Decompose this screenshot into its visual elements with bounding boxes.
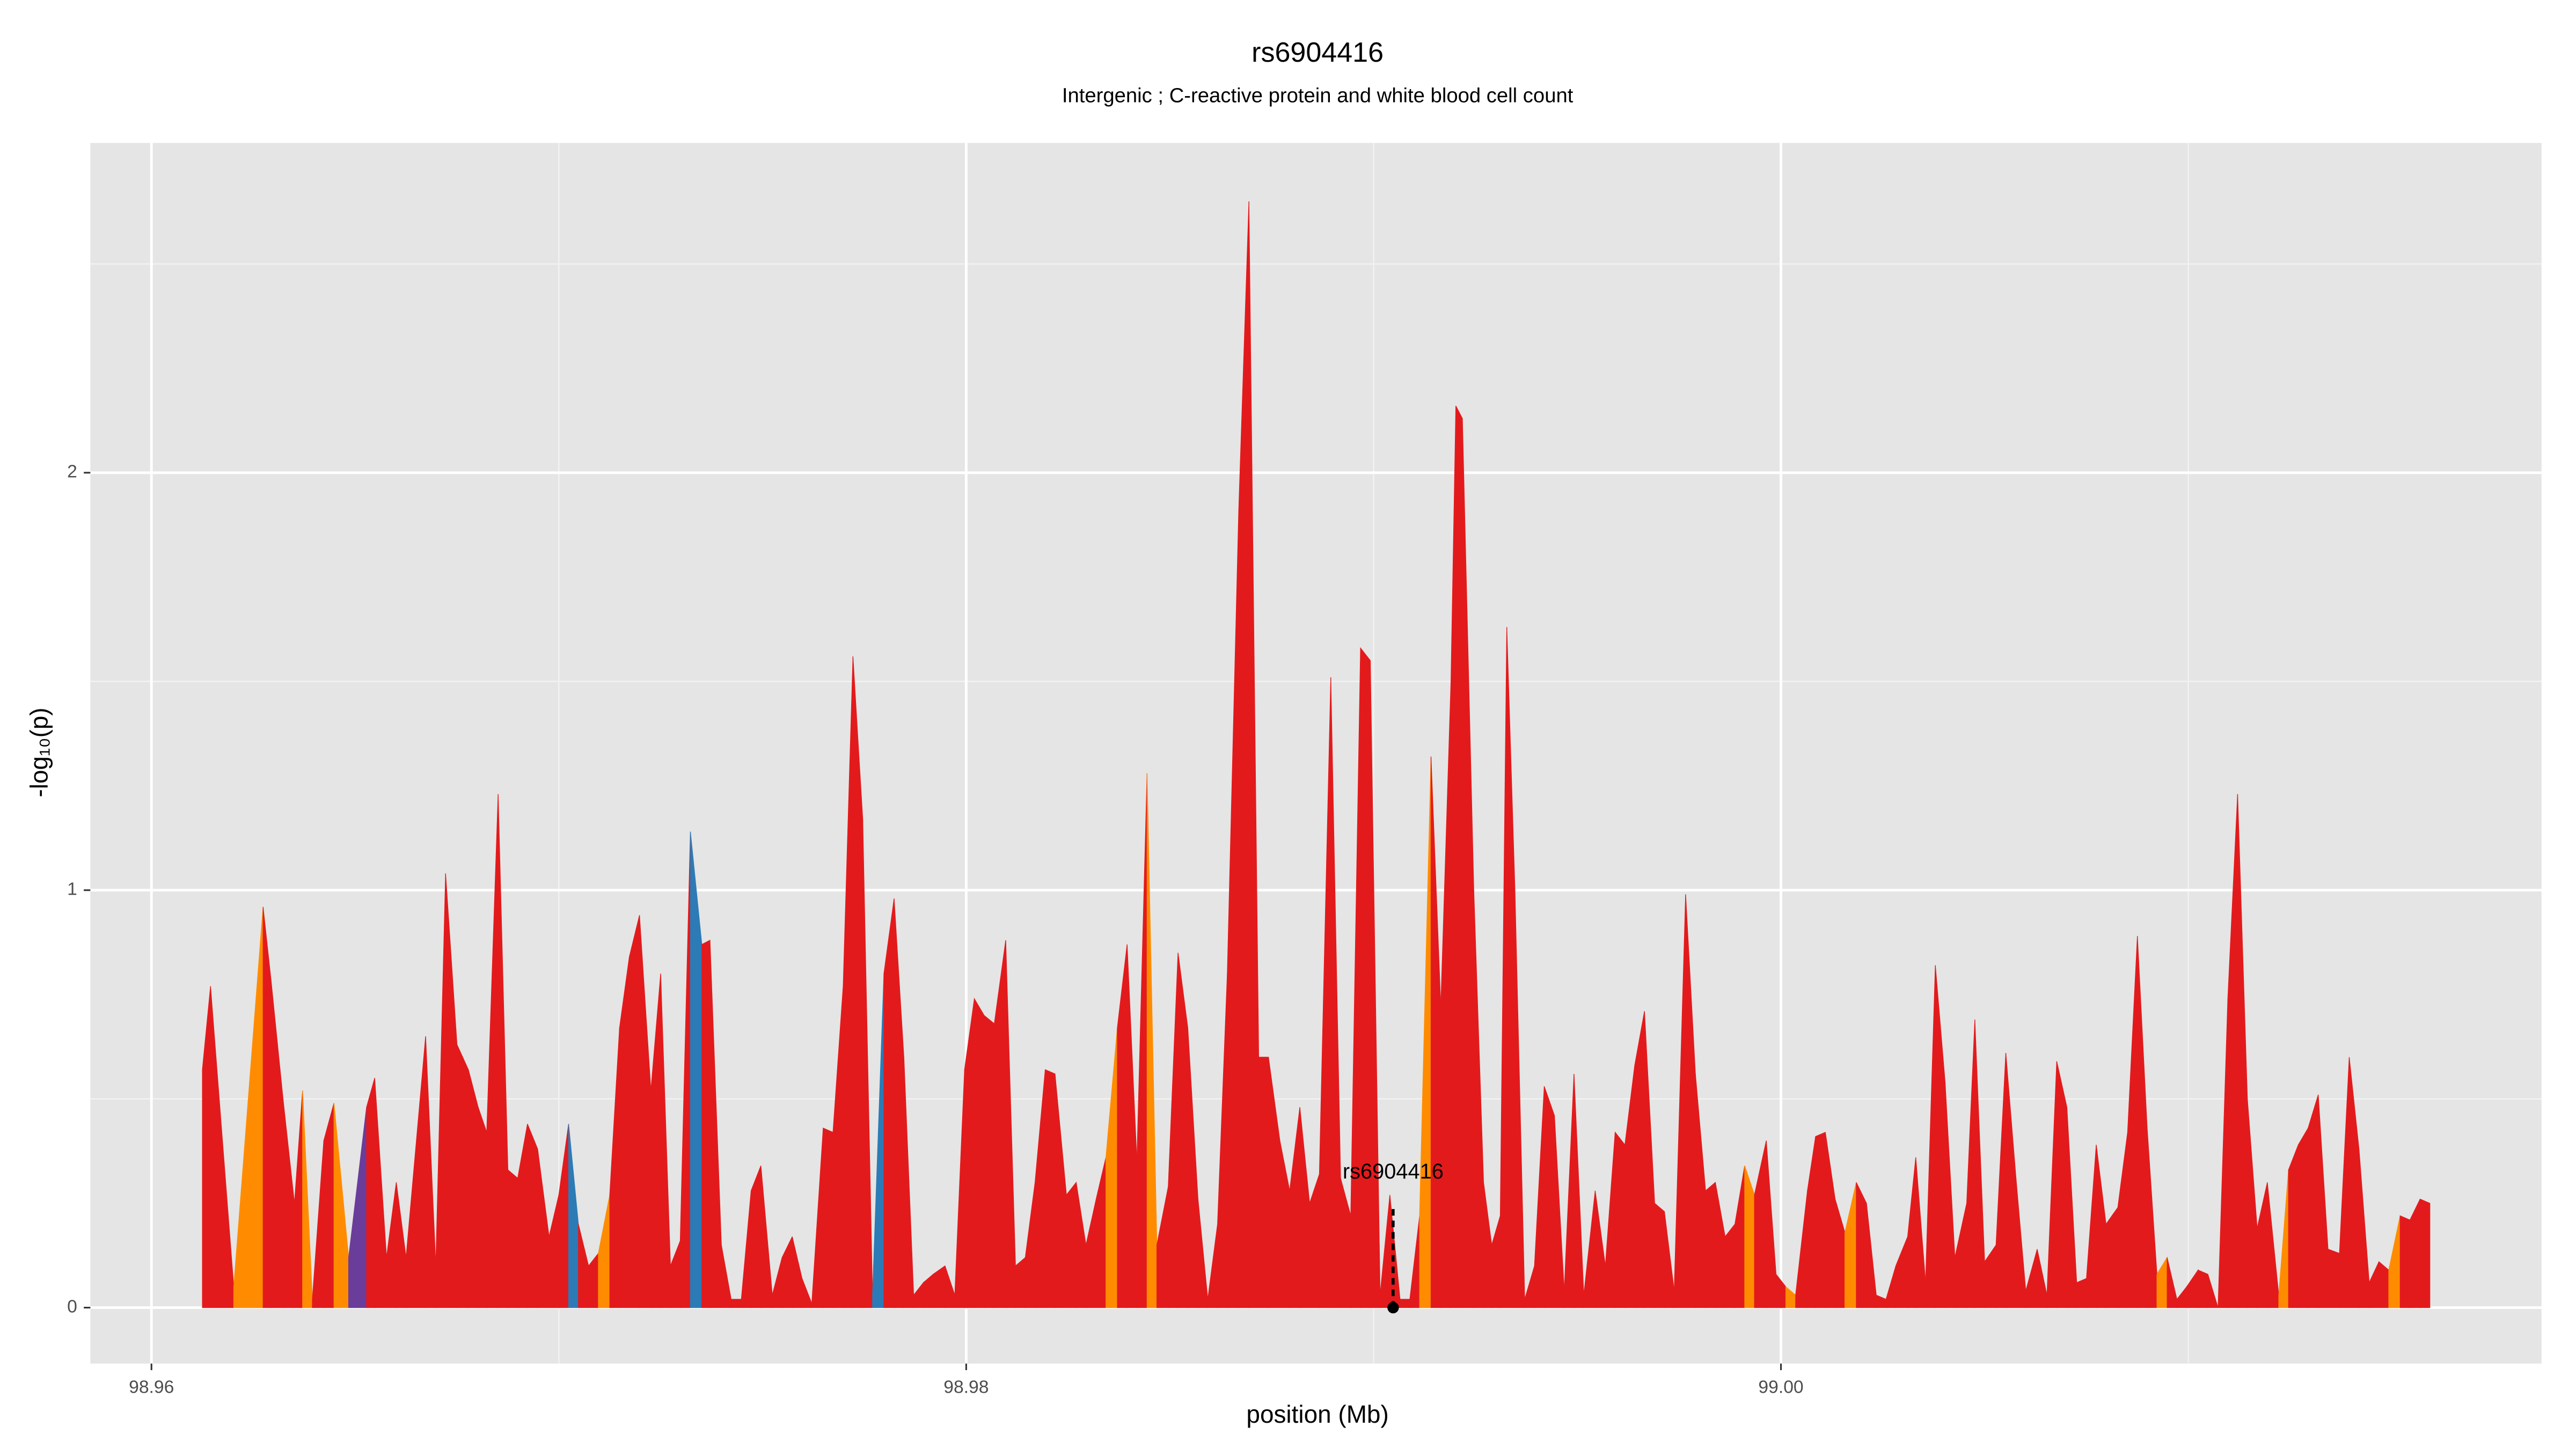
x-tick-label: 98.98: [943, 1378, 989, 1397]
area-segment: [2308, 1094, 2319, 1308]
area-segment: [1705, 1181, 1716, 1308]
area-segment: [2379, 1261, 2389, 1308]
area-segment: [2076, 1278, 2087, 1308]
area-segment: [2328, 1248, 2340, 1308]
area-segment: [2297, 1126, 2309, 1308]
area-segment: [750, 1165, 762, 1308]
area-segment: [1045, 1069, 1056, 1308]
area-segment: [478, 1107, 487, 1308]
area-segment: [1543, 1086, 1555, 1308]
chart-subtitle: Intergenic ; C-reactive protein and whit…: [1062, 84, 1574, 107]
area-segment: [1015, 1256, 1026, 1308]
area-segment: [323, 1103, 334, 1308]
area-segment: [366, 1078, 375, 1308]
area-segment: [730, 1299, 742, 1308]
y-tick-label: 0: [67, 1297, 77, 1316]
area-segment: [1815, 1131, 1826, 1308]
area-segment: [823, 1128, 833, 1308]
area-segment: [1614, 1131, 1626, 1308]
area-segment: [974, 997, 985, 1308]
area-segment: [1856, 1182, 1867, 1308]
annotation-point: [1387, 1301, 1399, 1314]
x-tick-label: 98.96: [129, 1378, 174, 1397]
area-segment: [456, 1044, 469, 1308]
area-segment: [1066, 1181, 1077, 1308]
area-segment: [1400, 1299, 1410, 1308]
area-segment: [1654, 1202, 1665, 1308]
area-segment: [1455, 406, 1463, 1308]
area-segment: [701, 940, 711, 1308]
area-segment: [2399, 1215, 2411, 1308]
x-tick-label: 99.00: [1758, 1378, 1803, 1397]
area-segment: [984, 1014, 995, 1308]
y-tick-label: 2: [67, 462, 77, 482]
chart-title: rs6904416: [1252, 37, 1384, 68]
y-axis-label: -log₁₀(p): [25, 707, 53, 797]
x-axis-label: position (Mb): [1246, 1400, 1388, 1428]
area-segment: [2198, 1269, 2208, 1308]
area-segment: [468, 1070, 479, 1308]
area-segment: [1634, 1011, 1645, 1308]
area-segment: [527, 1124, 538, 1308]
area-segment: [1258, 1057, 1269, 1308]
area-segment: [1724, 1223, 1736, 1308]
area-segment: [2419, 1198, 2431, 1308]
area-segment: [629, 915, 640, 1308]
area-segment: [2105, 1206, 2118, 1308]
area-segment: [2207, 1274, 2219, 1308]
area-segment: [1360, 647, 1371, 1308]
area-segment: [2288, 1144, 2299, 1308]
y-tick-label: 1: [67, 880, 77, 899]
area-segment: [507, 1169, 518, 1308]
annotation-label: rs6904416: [1343, 1160, 1444, 1183]
